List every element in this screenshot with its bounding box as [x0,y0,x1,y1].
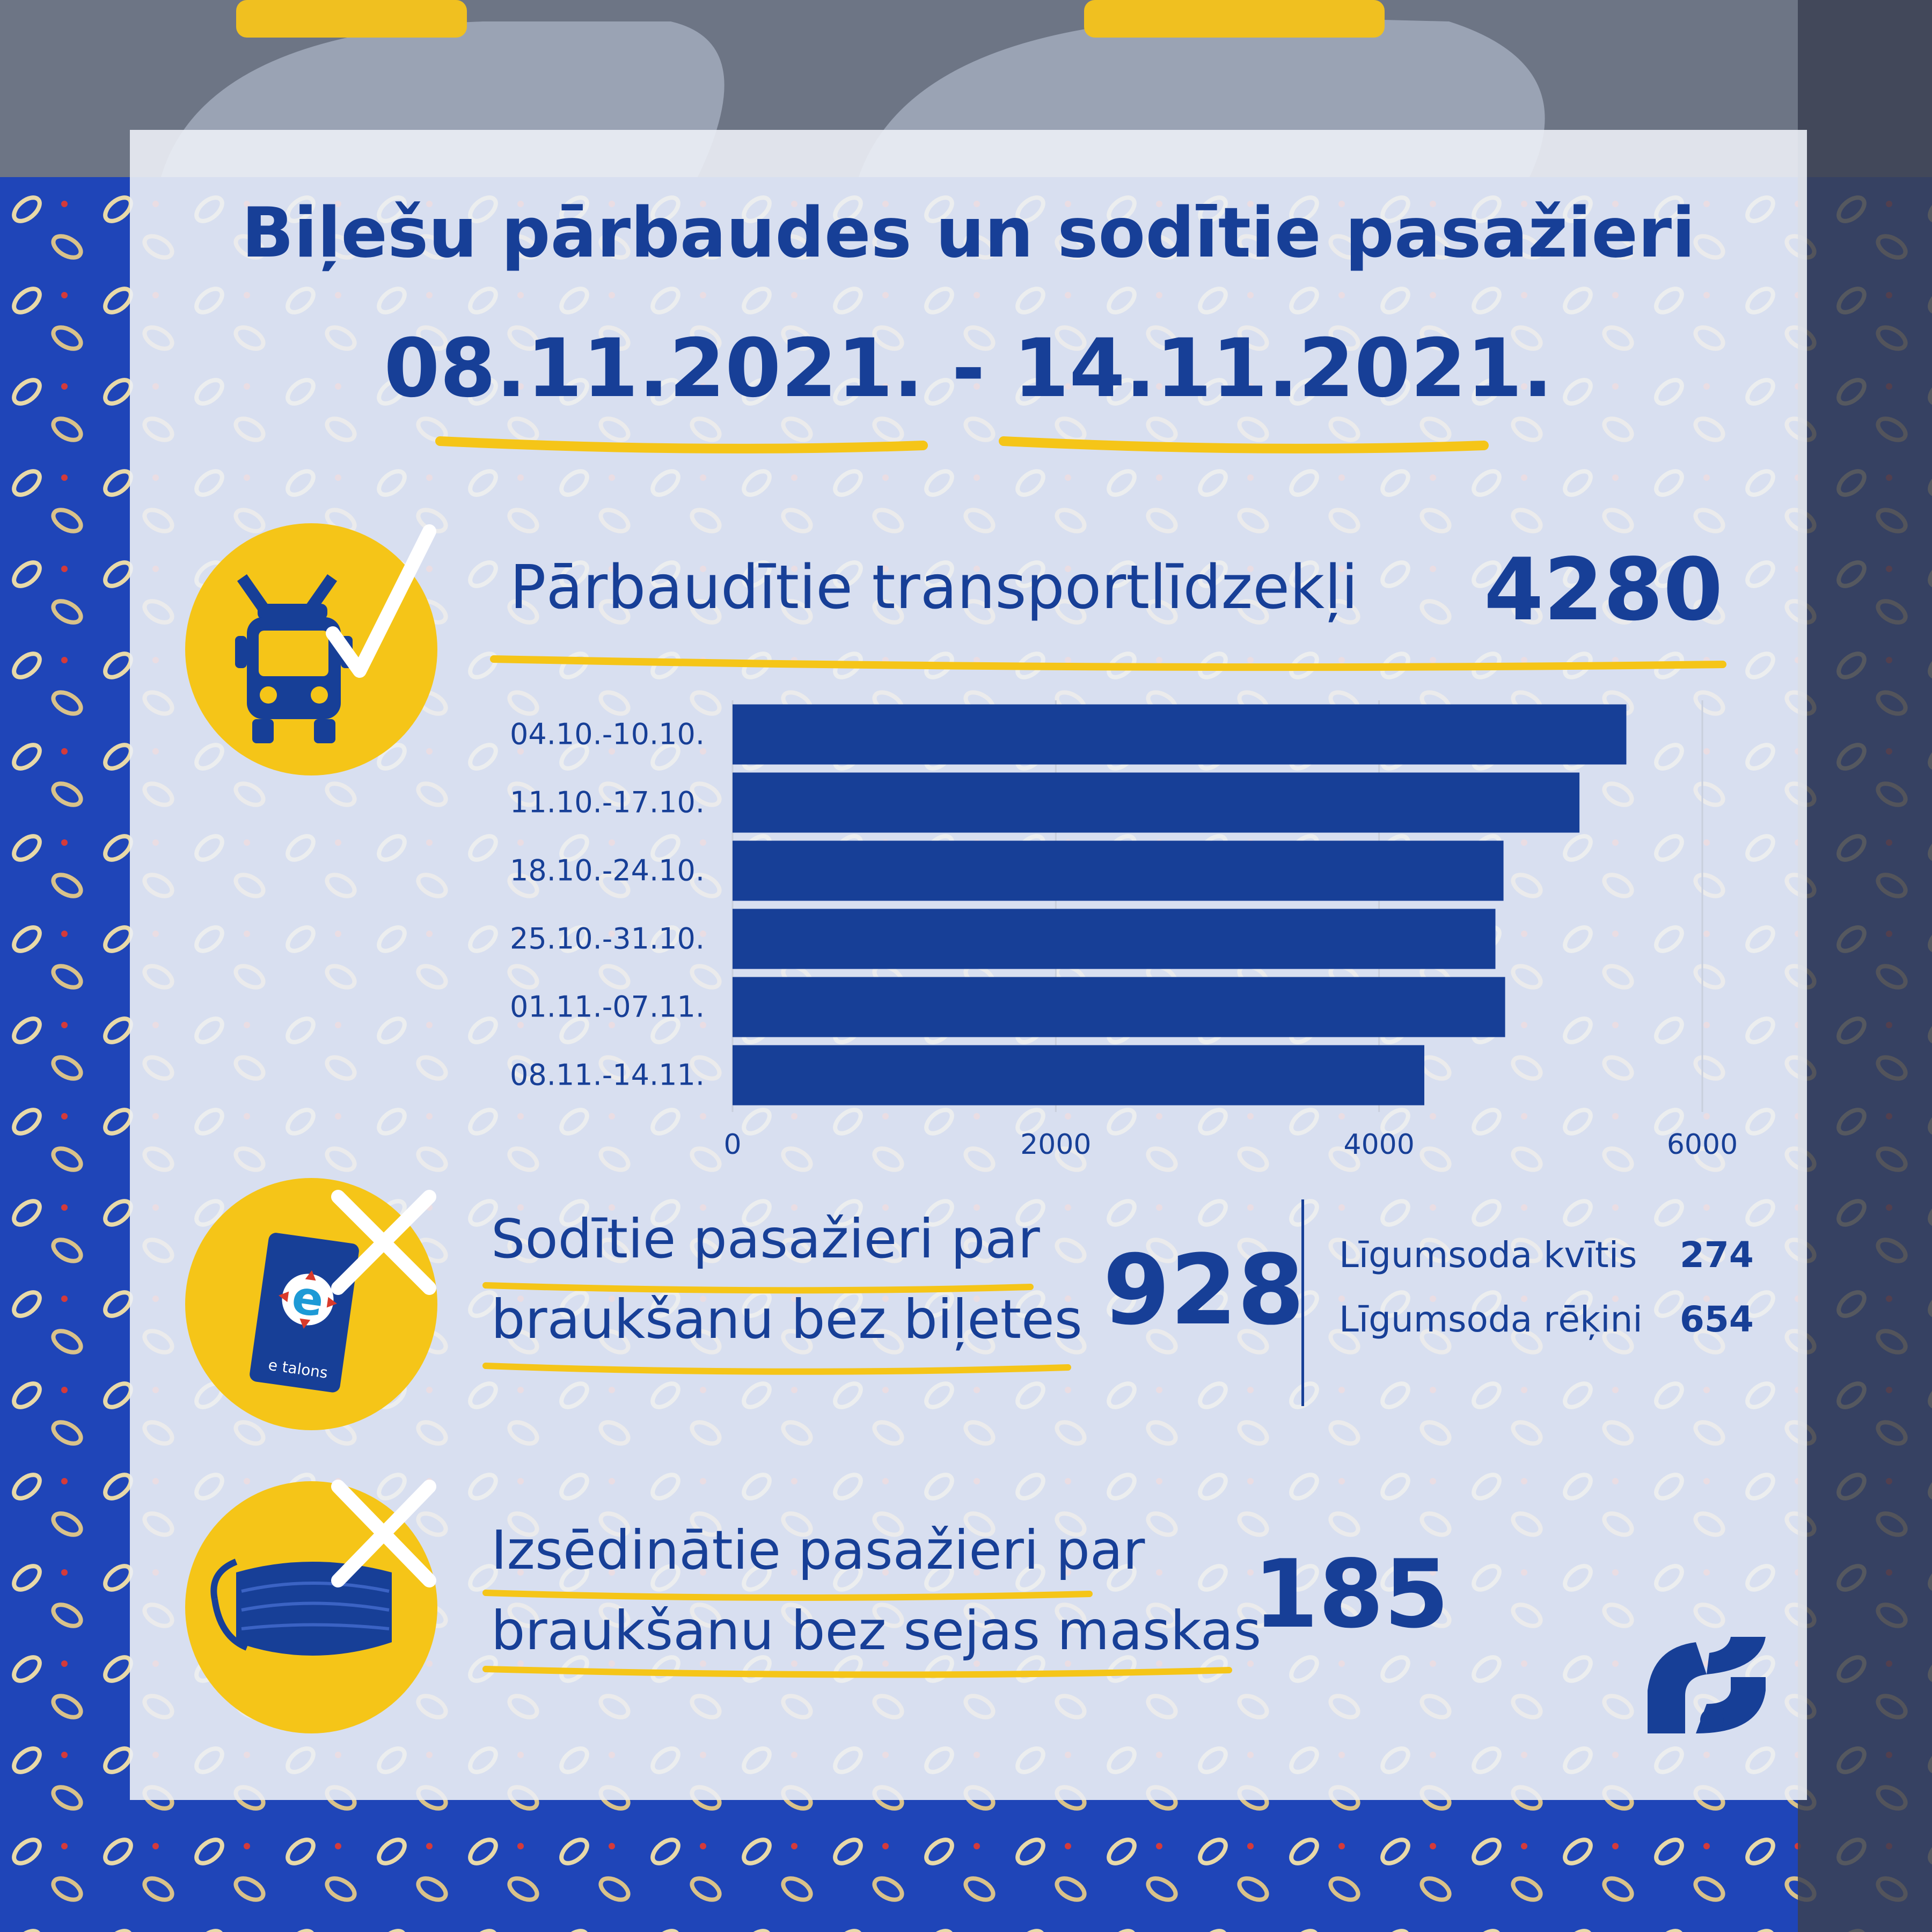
x-tick-label: 0 [723,1129,741,1161]
rigas-satiksme-logo [1648,1637,1766,1733]
category-label: 01.11.-07.11. [510,990,705,1024]
fine-receipts-label: Līgumsoda kvītis [1339,1234,1637,1276]
category-label: 08.11.-14.11. [510,1058,705,1092]
fine-receipts-value: 274 [1680,1234,1754,1276]
category-label: 04.10.-10.10. [510,718,705,751]
svg-text:e: e [289,1270,327,1328]
category-label: 18.10.-24.10. [510,854,705,888]
fined-label-line2: braukšanu bez biļetes [491,1288,1082,1351]
face-mask-cross-icon [185,1480,437,1733]
bar [733,977,1505,1037]
bar [733,772,1580,833]
trolleybus-check-icon [185,523,437,775]
fined-label-line1: Sodītie pasažieri par [491,1208,1040,1270]
fine-invoices-value: 654 [1680,1299,1754,1340]
etalons-card-cross-icon: e e talons [185,1178,437,1430]
vehicles-value: 4280 [1484,539,1723,640]
fined-divider [1301,1199,1304,1406]
bar [733,840,1504,901]
page-title: Biļešu pārbaudes un sodītie pasažieri [241,193,1696,273]
bar [733,704,1627,765]
fined-value: 928 [1103,1234,1305,1346]
x-tick-label: 6000 [1667,1129,1738,1161]
vehicles-label: Pārbaudītie transportlīdzekļi [510,553,1358,623]
category-label: 25.10.-31.10. [510,922,705,956]
x-tick-label: 2000 [1020,1129,1091,1161]
masks-label-line2: braukšanu bez sejas maskas [491,1599,1262,1662]
category-label: 11.10.-17.10. [510,786,705,819]
x-tick-label: 4000 [1343,1129,1414,1161]
masks-label-line1: Izsēdinātie pasažieri par [491,1519,1145,1582]
bar [733,909,1496,969]
period-subtitle: 08.11.2021. - 14.11.2021. [384,322,1553,415]
bar [733,1045,1424,1106]
fine-invoices-label: Līgumsoda rēķini [1339,1299,1643,1340]
masks-value: 185 [1253,1540,1450,1649]
